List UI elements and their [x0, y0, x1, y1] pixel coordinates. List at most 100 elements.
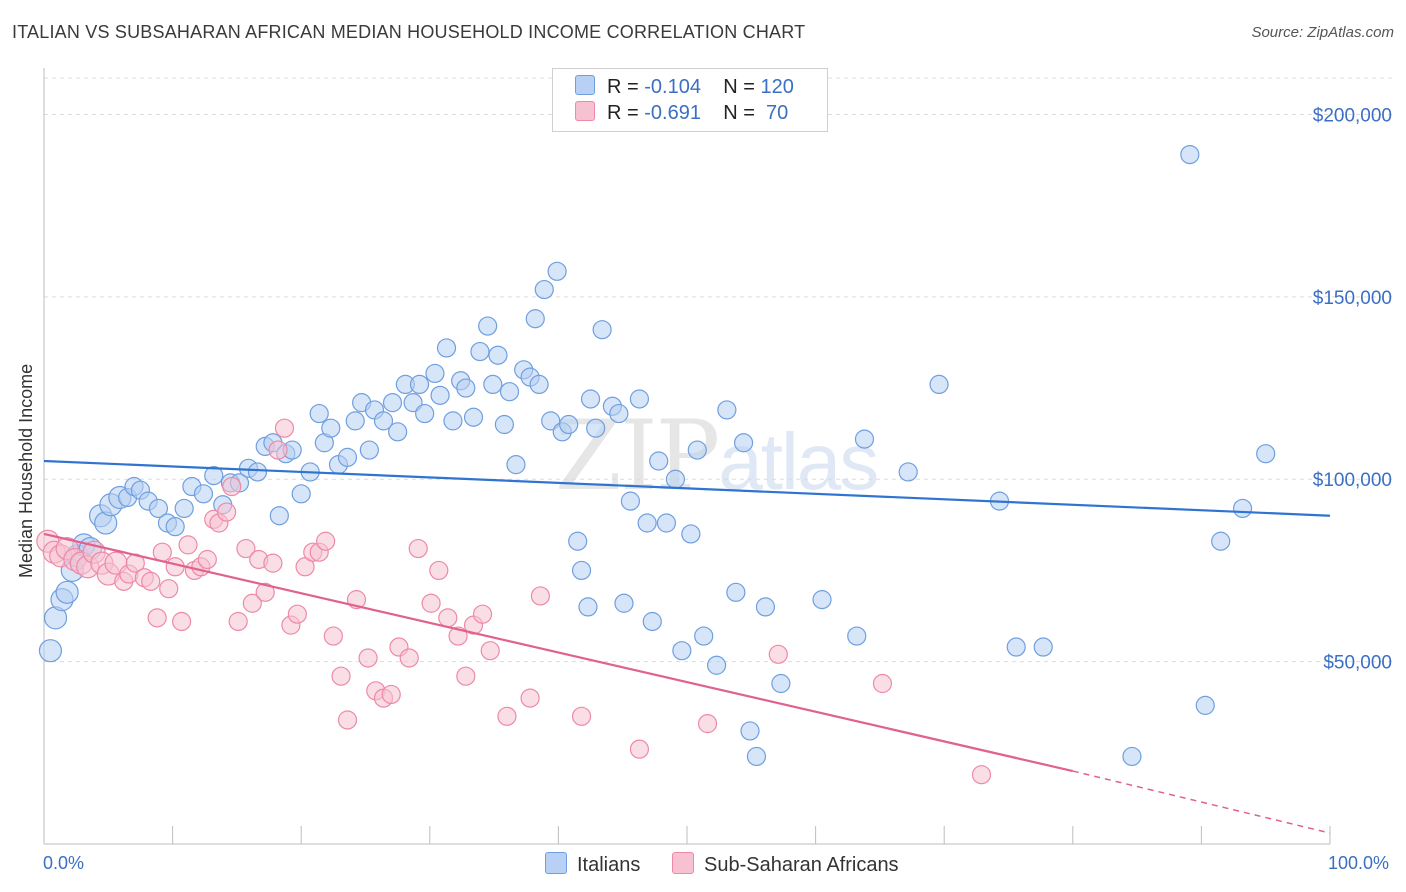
- africans-point: [165, 557, 185, 577]
- italians-point: [165, 517, 185, 537]
- italians-point: [559, 414, 579, 435]
- africans-point: [268, 440, 288, 460]
- africans-point: [768, 644, 788, 664]
- africans-point: [429, 560, 449, 581]
- africans-legend-swatch: [672, 852, 694, 874]
- africans-point: [323, 626, 343, 646]
- source-label: Source: ZipAtlas.com: [1251, 24, 1394, 41]
- africans-trend-extension: [1072, 770, 1331, 834]
- italians-point: [388, 422, 408, 442]
- africans-point: [242, 593, 262, 613]
- italians-point: [629, 389, 650, 409]
- italians-point: [614, 593, 634, 613]
- legend-n-value-italians: 120: [760, 76, 794, 98]
- italians-points: [38, 145, 1276, 767]
- italians-legend-label: Italians: [577, 854, 641, 876]
- y-tick-label: $150,000: [1313, 288, 1392, 309]
- italians-point: [755, 597, 776, 617]
- africans-point: [337, 710, 358, 730]
- legend-r-label: R =: [607, 76, 645, 98]
- italians-point: [470, 341, 490, 362]
- italians-point: [681, 524, 701, 544]
- africans-point: [438, 608, 458, 628]
- italians-point: [1033, 637, 1053, 657]
- italians-point: [642, 611, 662, 632]
- africans-point: [255, 582, 275, 602]
- italians-point: [1006, 637, 1026, 657]
- italians-point: [812, 590, 832, 610]
- italians-point: [55, 580, 79, 604]
- italians-point: [1122, 746, 1142, 767]
- africans-point: [480, 641, 500, 661]
- italians-point: [148, 498, 169, 519]
- italians-point: [586, 418, 606, 438]
- africans-point: [629, 739, 650, 759]
- africans-point: [263, 553, 283, 573]
- italians-point: [847, 626, 867, 646]
- correlation-legend: R = -0.104 N = 120 R = -0.691 N = 70: [552, 68, 828, 132]
- italians-point: [506, 455, 526, 475]
- africans-point: [472, 604, 493, 624]
- africans-point: [236, 538, 256, 559]
- italians-point: [854, 429, 875, 449]
- italians-point: [247, 462, 268, 482]
- italians-point: [547, 261, 567, 281]
- africans-point: [331, 666, 351, 686]
- italians-point: [345, 411, 365, 431]
- italians-point: [478, 316, 498, 336]
- italians-point: [620, 491, 641, 511]
- italians-trend-line: [43, 459, 1331, 517]
- italians-point: [649, 451, 669, 471]
- italians-point: [525, 309, 545, 329]
- italians-swatch: [575, 75, 595, 95]
- africans-point: [222, 476, 242, 497]
- africans-point: [228, 611, 248, 632]
- africans-point: [287, 604, 307, 624]
- italians-point: [929, 374, 949, 394]
- italians-point: [637, 513, 657, 533]
- italians-point: [687, 440, 707, 460]
- italians-point: [382, 393, 403, 413]
- italians-point: [494, 414, 514, 435]
- y-tick-label: $100,000: [1313, 470, 1392, 491]
- italians-point: [337, 447, 358, 467]
- x-tick-label-min: 0.0%: [43, 853, 85, 873]
- africans-point: [197, 549, 217, 570]
- italians-point: [373, 411, 394, 431]
- africans-point: [399, 648, 419, 668]
- italians-point: [609, 403, 629, 424]
- africans-point: [316, 531, 336, 551]
- italians-point: [898, 462, 918, 482]
- italians-point: [463, 407, 484, 427]
- italians-point: [726, 582, 746, 602]
- italians-point: [1211, 531, 1231, 551]
- italians-point: [443, 411, 463, 431]
- italians-point: [740, 721, 760, 741]
- italians-point: [571, 560, 592, 581]
- italians-point: [38, 639, 63, 663]
- italians-point: [706, 655, 727, 675]
- italians-point: [415, 403, 435, 424]
- y-axis-label: Median Household Income: [16, 363, 36, 578]
- y-tick-label: $50,000: [1323, 653, 1392, 674]
- watermark: ZIPatlas: [555, 400, 879, 512]
- legend-row-africans: R = -0.691 N = 70: [575, 101, 788, 127]
- africans-point: [971, 765, 992, 785]
- italians-point: [694, 626, 714, 646]
- africans-point: [456, 666, 476, 686]
- africans-swatch: [575, 101, 595, 121]
- italians-point: [488, 345, 508, 365]
- italians-point: [1256, 444, 1276, 464]
- africans-point: [152, 542, 172, 562]
- legend-n-label: N =: [723, 76, 761, 98]
- bottom-legend-italians: Italians: [545, 852, 640, 877]
- africans-point: [872, 673, 893, 694]
- italians-point: [456, 378, 476, 398]
- legend-n-value-africans: 70: [760, 102, 789, 124]
- italians-point: [592, 320, 612, 340]
- africans-point: [147, 608, 167, 628]
- bottom-legend-africans: Sub-Saharan Africans: [672, 852, 899, 877]
- italians-point: [204, 465, 224, 486]
- africans-point: [520, 688, 540, 708]
